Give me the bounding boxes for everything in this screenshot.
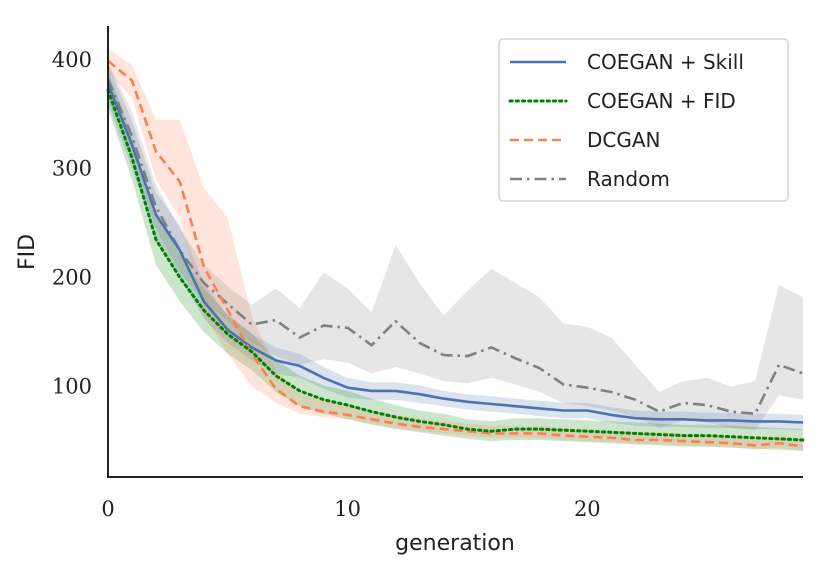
axes <box>107 26 803 478</box>
random-band <box>108 61 803 431</box>
y-axis-title: FID <box>15 234 40 270</box>
legend: COEGAN + Skill COEGAN + FID DCGAN Random <box>498 38 789 202</box>
y-tick-label: 400 <box>52 48 92 72</box>
x-tick-label: 0 <box>101 497 114 521</box>
dcgan-line <box>107 59 804 448</box>
random-legend-label: Random <box>587 167 670 191</box>
y-tick-label: 100 <box>52 375 92 399</box>
y-tick-labels: 100 200 300 400 <box>52 48 92 399</box>
confidence-bands <box>108 48 803 451</box>
coegan-fid-line <box>106 88 805 442</box>
x-tick-label: 20 <box>574 497 601 521</box>
y-tick-label: 300 <box>52 157 92 181</box>
x-tick-label: 10 <box>334 497 361 521</box>
legend-frame <box>498 38 789 202</box>
coegan-skill-legend-label: COEGAN + Skill <box>587 50 744 74</box>
dcgan-legend-label: DCGAN <box>587 128 661 152</box>
series-lines <box>106 59 805 448</box>
coegan-skill-line <box>106 83 804 424</box>
x-tick-labels: 0 10 20 <box>101 497 600 521</box>
coegan-fid-legend-label: COEGAN + FID <box>587 89 736 113</box>
random-line <box>106 78 804 416</box>
x-axis-title: generation <box>395 531 515 556</box>
y-tick-label: 200 <box>52 266 92 290</box>
